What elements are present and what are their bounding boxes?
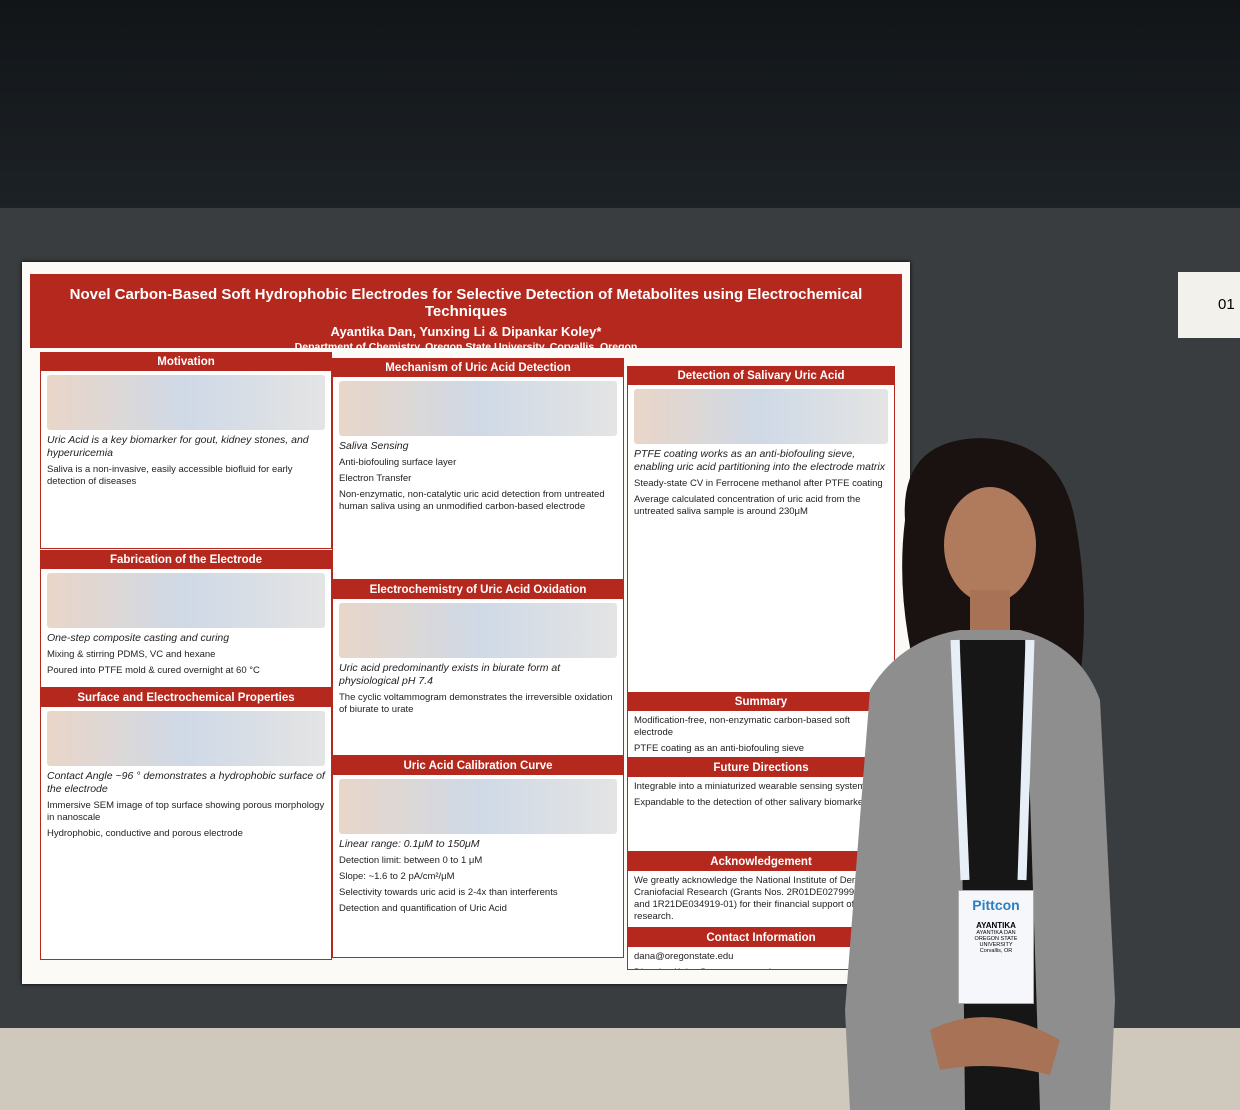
section-text: Saliva is a non-invasive, easily accessi… — [47, 464, 293, 488]
section-text: Anti-biofouling surface layer — [339, 457, 457, 469]
board-number: 01 — [1178, 272, 1240, 338]
badge-line: OREGON STATE UNIVERSITY — [974, 936, 1018, 948]
figure — [339, 603, 617, 658]
badge-line: Corvallis, OR — [979, 948, 1013, 954]
section-text: Integrable into a miniaturized wearable … — [634, 781, 866, 792]
poster-banner: Novel Carbon-Based Soft Hydrophobic Elec… — [30, 274, 902, 353]
poster-section: Contact Information dana@oregonstate.edu D… — [627, 928, 895, 970]
figure — [339, 381, 617, 436]
section-text: Expandable to the detection of other sal… — [634, 796, 872, 808]
section-text: The cyclic voltammogram demonstrates the… — [339, 692, 613, 716]
section-text: One-step composite casting and curing — [47, 632, 230, 644]
section-text: Hydrophobic, conductive and porous elect… — [47, 828, 243, 839]
section-text: Poured into PTFE mold & cured overnight … — [47, 665, 260, 676]
poster-section: Future Directions Integrable into a minia… — [627, 758, 895, 852]
section-heading: Acknowledgement — [628, 853, 894, 871]
figure — [47, 573, 325, 628]
poster-section: Uric Acid Calibration Curve Linear range:… — [332, 756, 624, 958]
section-text: Saliva Sensing — [339, 440, 409, 452]
section-text: Immersive SEM image of top surface showi… — [47, 800, 325, 824]
section-heading: Fabrication of the Electrode — [41, 551, 331, 569]
section-text: Uric Acid is a key biomarker for gout, k… — [47, 434, 309, 460]
poster-section: Motivation Uric Acid is a key biomarker f… — [40, 352, 332, 549]
poster-section: Fabrication of the Electrode One-step com… — [40, 550, 332, 688]
name-badge: Pittcon AYANTIKA AYANTIKA DAN OREGON STAT… — [958, 890, 1034, 1004]
section-text: We greatly acknowledge the National Inst… — [634, 875, 886, 922]
section-text: PTFE coating as an anti-biofouling sieve — [634, 742, 805, 754]
section-heading: Surface and Electrochemical Properties — [41, 689, 331, 707]
poster-section: Electrochemistry of Uric Acid Oxidation U… — [332, 580, 624, 756]
badge-logo: Pittcon — [972, 897, 1020, 913]
poster-section: Summary Modification-free, non-enzymatic … — [627, 692, 895, 758]
ceiling — [0, 0, 1240, 215]
section-text: dana@oregonstate.edu — [634, 951, 734, 962]
poster-section: Detection of Salivary Uric Acid PTFE coat… — [627, 366, 895, 694]
section-text: Uric acid predominantly exists in biurat… — [339, 662, 561, 688]
section-text: Oregon State University — [634, 927, 888, 928]
figure — [47, 711, 325, 766]
poster-affiliation: Department of Chemistry, Oregon State Un… — [294, 341, 638, 353]
section-heading: Electrochemistry of Uric Acid Oxidation — [333, 581, 623, 599]
poster-section: Surface and Electrochemical Properties Co… — [40, 688, 332, 960]
section-heading: Detection of Salivary Uric Acid — [628, 367, 894, 385]
section-text: Slope: ~1.6 to 2 pA/cm²/μM — [339, 871, 455, 882]
section-text: Contact Angle ~96 ° demonstrates a hydro… — [47, 770, 325, 796]
section-text: Linear range: 0.1μM to 150μM — [339, 838, 480, 850]
section-text: Detection and quantification of Uric Aci… — [339, 902, 507, 914]
section-text: Modification-free, non-enzymatic carbon-… — [634, 715, 850, 738]
section-text: Steady-state CV in Ferrocene methanol af… — [634, 478, 883, 490]
poster-title: Novel Carbon-Based Soft Hydrophobic Elec… — [69, 286, 863, 320]
section-text: Non-enzymatic, non-catalytic uric acid d… — [339, 488, 605, 512]
section-text: Average calculated concentration of uric… — [634, 494, 861, 517]
face — [944, 487, 1036, 603]
badge-name: AYANTIKA — [976, 921, 1016, 930]
badge-line: AYANTIKA DAN — [976, 930, 1016, 936]
section-heading: Mechanism of Uric Acid Detection — [333, 359, 623, 377]
section-heading: Contact Information — [628, 929, 894, 947]
figure — [47, 375, 325, 430]
section-heading: Future Directions — [628, 759, 894, 777]
poster-section: Mechanism of Uric Acid Detection Saliva S… — [332, 358, 624, 580]
poster: Novel Carbon-Based Soft Hydrophobic Elec… — [22, 262, 910, 984]
figure — [339, 779, 617, 834]
section-text: Electron Transfer — [339, 473, 412, 484]
section-text: PTFE coating works as an anti-biofouling… — [634, 448, 885, 474]
hands — [930, 1017, 1060, 1075]
section-text: Detection limit: between 0 to 1 μM — [339, 855, 483, 867]
section-heading: Summary — [628, 693, 894, 711]
section-text: Dipankar.Koley@oregonstate.edu — [634, 967, 888, 969]
lanyard — [950, 639, 1035, 881]
section-text: Mixing & stirring PDMS, VC and hexane — [47, 649, 216, 661]
badge-lines: AYANTIKA DAN OREGON STATE UNIVERSITY Corva… — [959, 930, 1033, 954]
figure — [634, 389, 888, 444]
section-text: Selectivity towards uric acid is 2-4x th… — [339, 886, 558, 898]
poster-section: Acknowledgement We greatly acknowledge th… — [627, 852, 895, 928]
section-heading: Motivation — [41, 353, 331, 371]
poster-authors: Ayantika Dan, Yunxing Li & Dipankar Kole… — [330, 324, 602, 339]
section-heading: Uric Acid Calibration Curve — [333, 757, 623, 775]
